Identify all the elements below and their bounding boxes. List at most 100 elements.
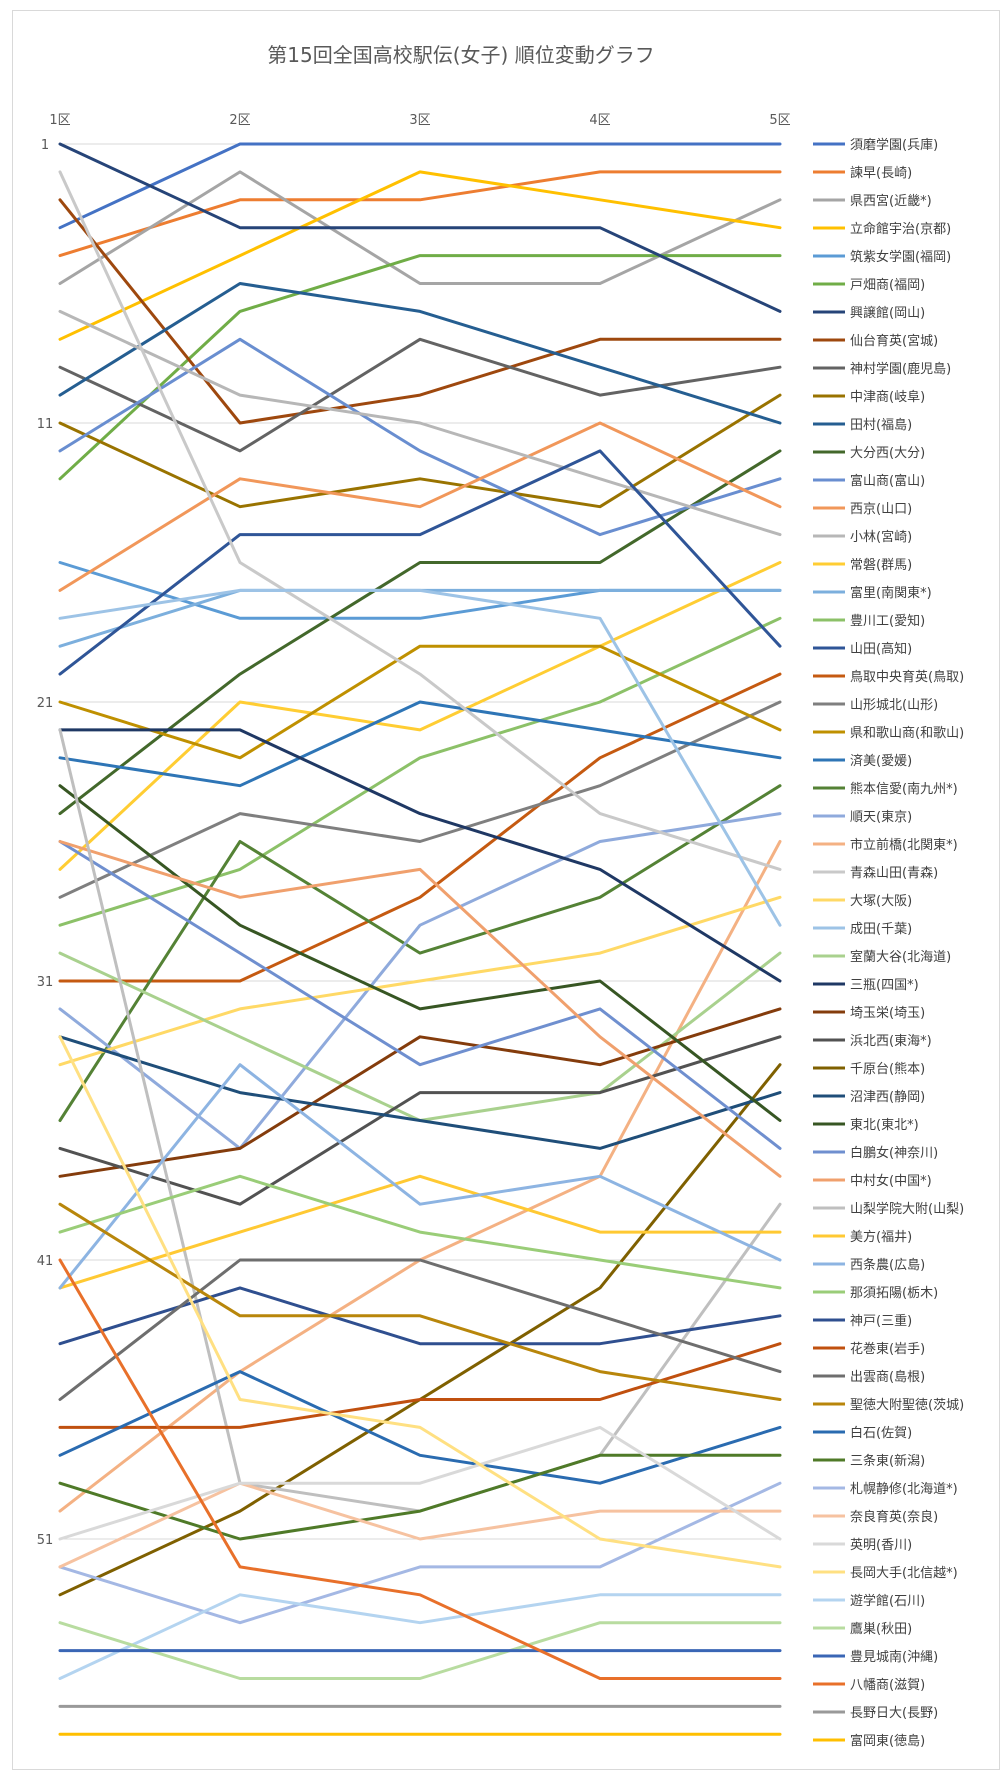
- series-line-50: [58, 1425, 782, 1541]
- x-tick-label: 3区: [409, 113, 430, 128]
- legend-entry: 神戸(三重): [850, 1313, 912, 1329]
- series-lines: [58, 142, 782, 1736]
- legend-entry: 西条農(広島): [850, 1257, 925, 1273]
- x-tick-label: 2区: [229, 113, 250, 128]
- series-line-27: [58, 895, 782, 1067]
- legend-entry: 浜北西(東海*): [850, 1033, 932, 1049]
- legend-entry: 富山商(富山): [850, 473, 925, 489]
- legend-entry: 小林(宮崎): [850, 529, 912, 545]
- legend-entry: 東北(東北*): [850, 1117, 919, 1133]
- legend-entry: 済美(愛媛): [850, 753, 912, 769]
- series-line-22: [58, 700, 782, 788]
- series-line-10: [58, 282, 782, 425]
- series-line-36: [58, 840, 782, 1150]
- chart-title: 第15回全国高校駅伝(女子) 順位変動グラフ: [267, 43, 654, 67]
- legend-entry: 豊川工(愛知): [850, 613, 925, 629]
- legend-entry: 市立前橋(北関東*): [850, 837, 958, 853]
- y-tick-label: 51: [37, 1533, 54, 1548]
- legend-entry: 中津商(岐阜): [850, 389, 925, 405]
- series-line-7: [58, 198, 782, 425]
- legend-entry: 県西宮(近畿*): [850, 193, 932, 209]
- legend-entry: 遊学館(石川): [850, 1593, 925, 1609]
- legend-entry: 青森山田(青森): [850, 866, 938, 881]
- x-tick-label: 4区: [589, 113, 610, 128]
- series-line-23: [58, 784, 782, 1122]
- legend-entry: 豊見城南(沖縄): [850, 1649, 938, 1665]
- legend-entry: 長野日大(長野): [850, 1706, 938, 1721]
- series-line-3: [58, 170, 782, 341]
- legend-entry: 須磨学園(兵庫): [850, 137, 938, 153]
- legend: 須磨学園(兵庫) 諫早(長崎) 県西宮(近畿*) 立命館宇治(京都) 筑紫女学園(福岡)…: [813, 137, 964, 1749]
- series-line-53: [58, 1621, 782, 1680]
- legend-entry: 順天(東京): [850, 809, 912, 825]
- legend-entry: 聖徳大附聖徳(茨城): [850, 1398, 964, 1413]
- legend-entry: 戸畑商(福岡): [850, 278, 925, 293]
- legend-entry: 長岡大手(北信越*): [850, 1566, 958, 1581]
- legend-entry: 埼玉栄(埼玉): [850, 1006, 925, 1021]
- legend-entry: 沼津西(静岡): [850, 1090, 925, 1105]
- legend-entry: 山田(高知): [850, 641, 912, 657]
- series-line-52: [58, 1593, 782, 1680]
- series-line-13: [58, 421, 782, 592]
- legend-entry: 常磐(群馬): [850, 558, 912, 573]
- rank-change-chart: 第15回全国高校駅伝(女子) 順位変動グラフ 1区 2区 3区 4区 5区 111213…: [37, 43, 964, 1749]
- legend-entry: 那須拓陽(栃木): [850, 1286, 938, 1301]
- y-tick-label: 1: [41, 138, 49, 153]
- series-line-9: [58, 393, 782, 509]
- legend-entry: 三瓶(四国*): [850, 978, 919, 993]
- legend-entry: 三条東(新潟): [850, 1453, 925, 1469]
- series-line-30: [58, 728, 782, 983]
- series-line-41: [58, 1174, 782, 1290]
- y-tick-label: 21: [37, 696, 54, 711]
- legend-entry: 山形城北(山形): [850, 698, 938, 713]
- series-line-31: [58, 1007, 782, 1178]
- legend-entry: 西京(山口): [850, 502, 912, 517]
- series-line-51: [58, 1035, 782, 1569]
- series-line-44: [58, 1258, 782, 1401]
- legend-entry: 成田(千葉): [850, 922, 912, 937]
- legend-entry: 白石(佐賀): [850, 1425, 912, 1441]
- series-line-47: [58, 1453, 782, 1541]
- series-line-32: [58, 1035, 782, 1206]
- series-line-21: [58, 644, 782, 760]
- series-line-39: [58, 1174, 782, 1290]
- legend-entry: 筑紫女学園(福岡): [850, 249, 951, 265]
- legend-entry: 英明(香川): [850, 1538, 912, 1553]
- legend-entry: 札幌静修(北海道*): [850, 1481, 958, 1497]
- legend-entry: 熊本信愛(南九州*): [850, 781, 958, 797]
- x-axis-ticks: 1区 2区 3区 4区 5区: [49, 113, 790, 128]
- series-line-37: [58, 840, 782, 1178]
- series-line-0: [58, 142, 782, 230]
- legend-entry: 室蘭大谷(北海道): [850, 949, 951, 965]
- legend-entry: 田村(福島): [850, 418, 912, 433]
- series-line-55: [58, 1258, 782, 1680]
- series-line-1: [58, 170, 782, 258]
- legend-entry: 仙台育英(宮城): [850, 333, 938, 349]
- series-line-26: [58, 170, 782, 871]
- legend-entry: 千原台(熊本): [850, 1061, 925, 1077]
- legend-entry: 大分西(大分): [850, 446, 925, 461]
- legend-entry: 興譲館(岡山): [850, 305, 925, 321]
- legend-entry: 県和歌山商(和歌山): [850, 726, 964, 741]
- legend-entry: 出雲商(島根): [850, 1370, 925, 1385]
- series-line-14: [58, 309, 782, 537]
- series-line-20: [58, 700, 782, 899]
- series-line-6: [58, 142, 782, 313]
- series-line-48: [58, 1481, 782, 1625]
- series-line-17: [58, 616, 782, 927]
- legend-entry: 中村女(中国*): [850, 1173, 932, 1189]
- y-tick-label: 11: [37, 417, 54, 432]
- legend-entry: 白鵬女(神奈川): [850, 1145, 938, 1161]
- y-tick-label: 31: [37, 975, 54, 990]
- y-tick-label: 41: [37, 1254, 54, 1269]
- legend-entry: 奈良育英(奈良): [850, 1509, 938, 1525]
- series-line-28: [58, 588, 782, 927]
- legend-entry: 諫早(長崎): [850, 165, 912, 181]
- series-line-40: [58, 1063, 782, 1290]
- series-line-49: [58, 1481, 782, 1569]
- series-line-34: [58, 1035, 782, 1150]
- legend-entry: 山梨学院大附(山梨): [850, 1201, 964, 1217]
- series-line-18: [58, 449, 782, 676]
- legend-entry: 鳥取中央育英(鳥取): [850, 669, 964, 685]
